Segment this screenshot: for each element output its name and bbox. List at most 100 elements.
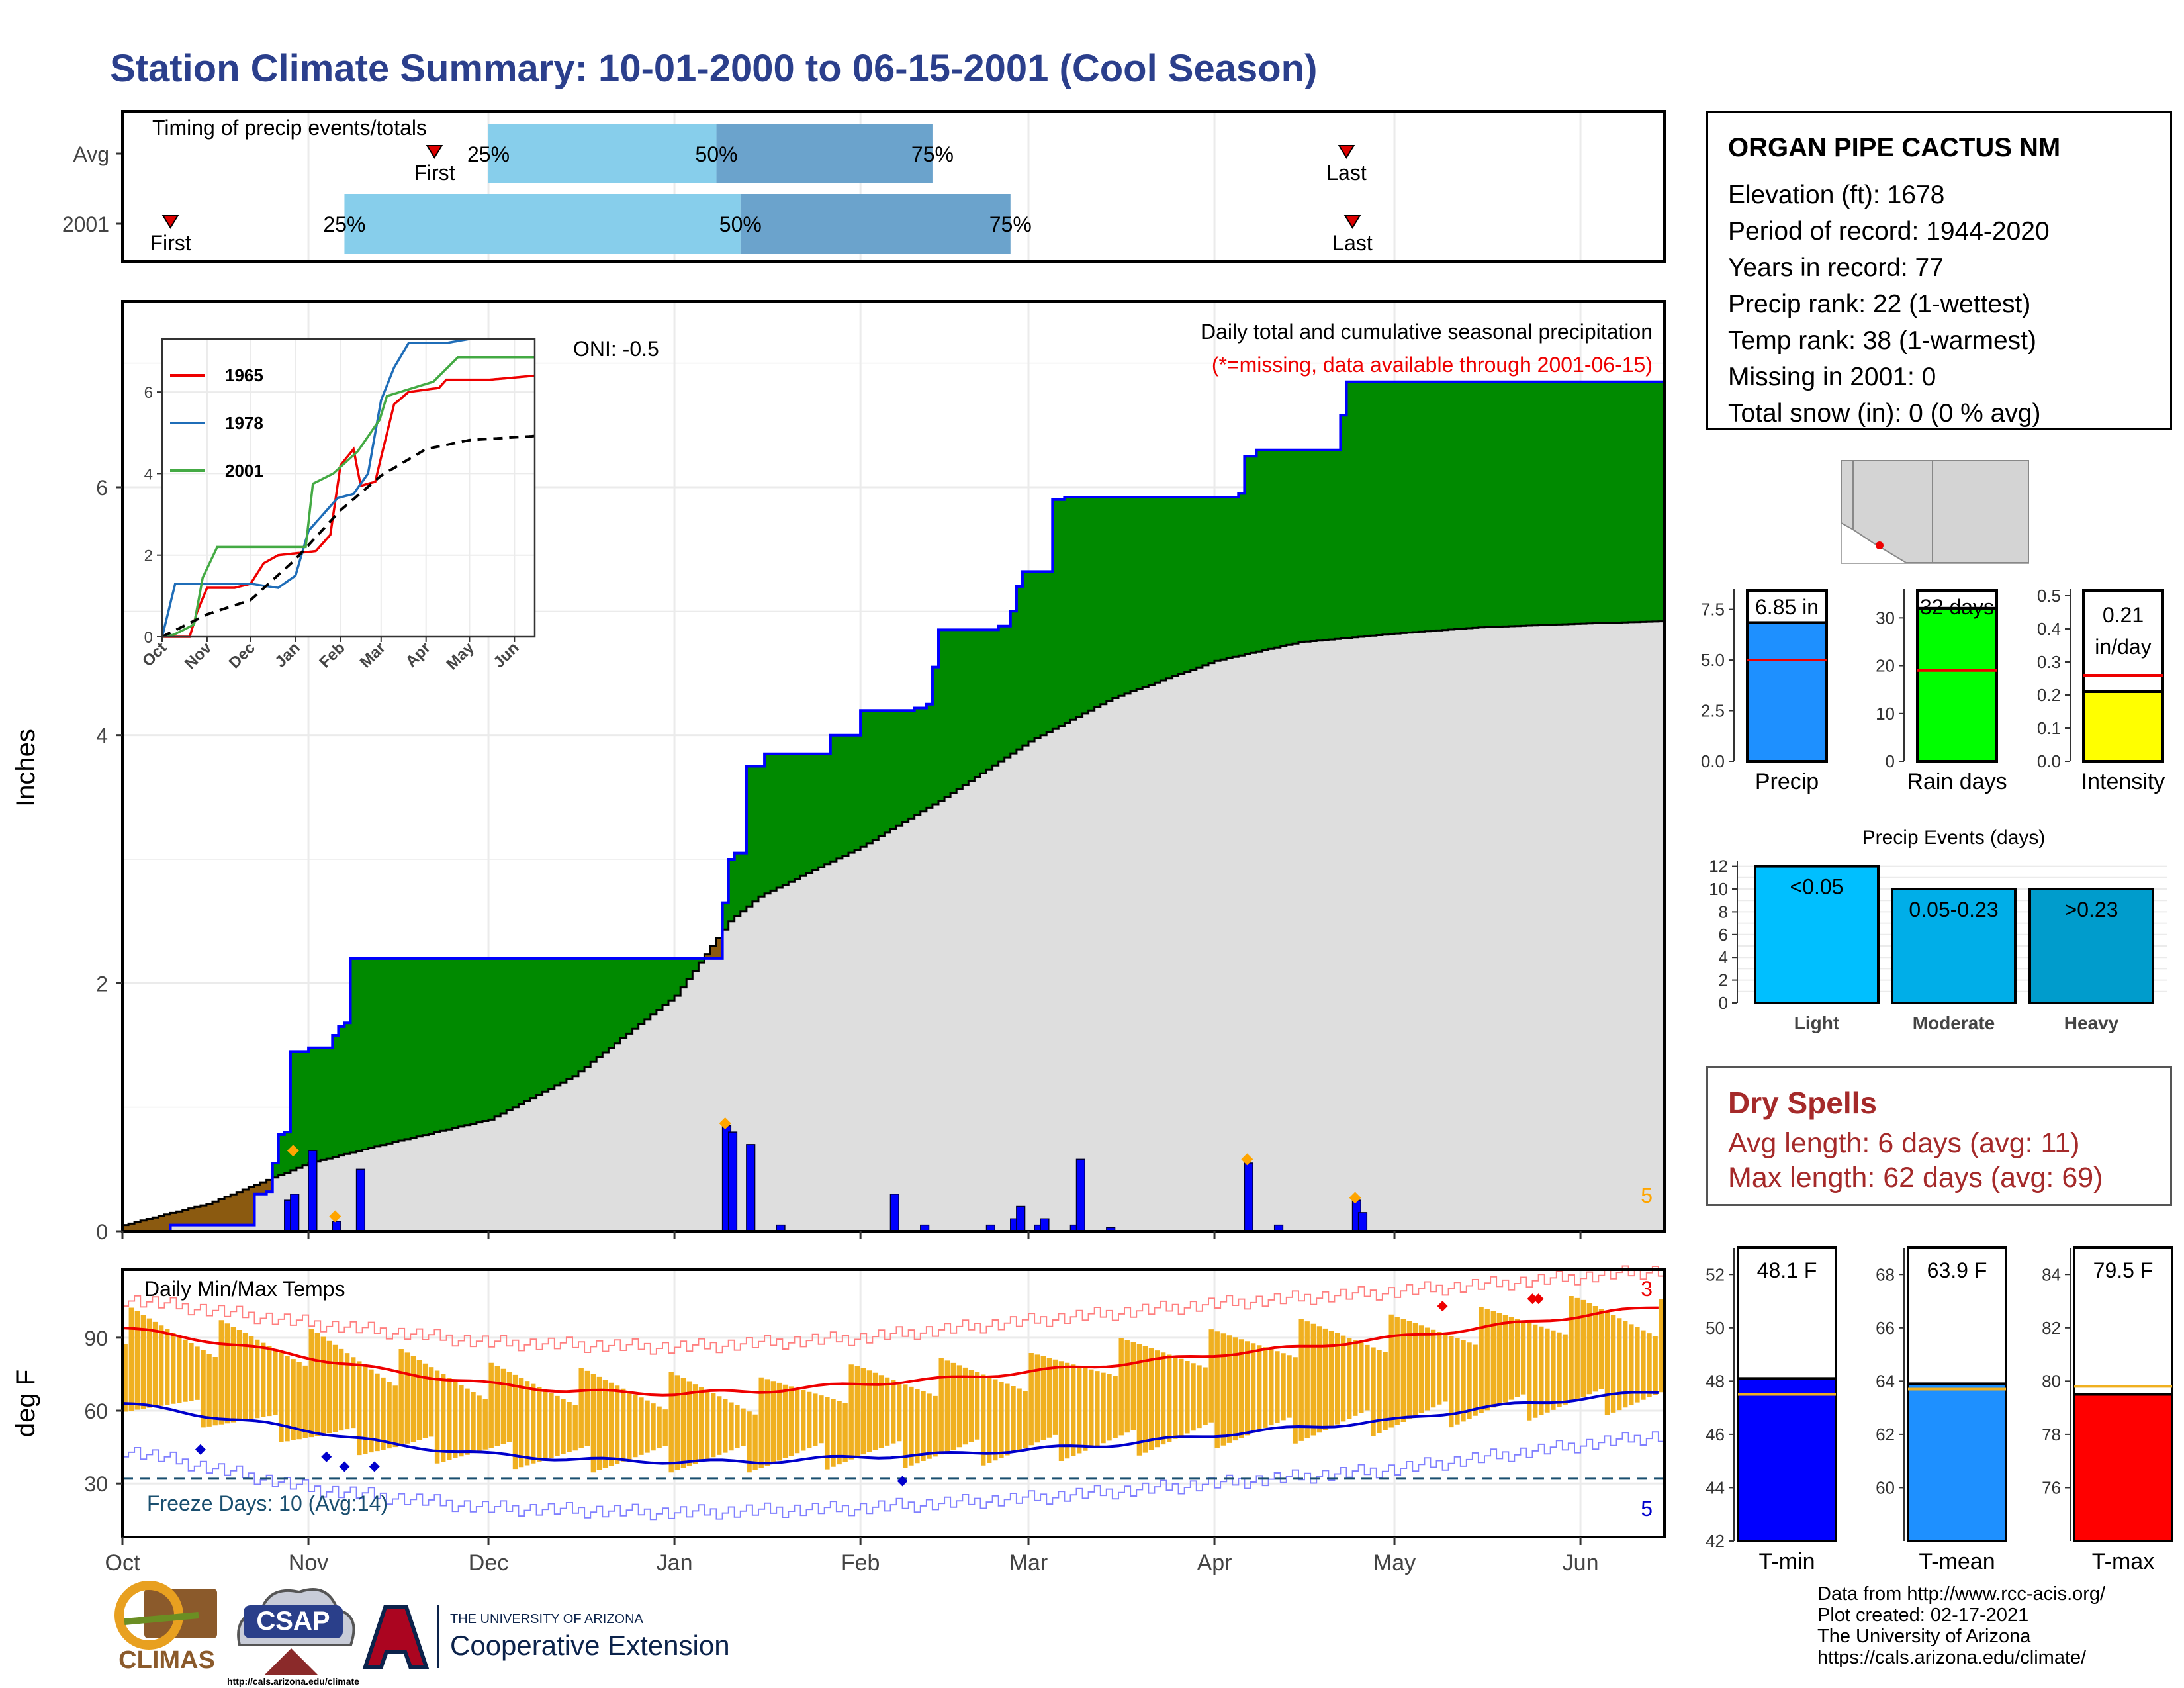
missing-marker bbox=[329, 1210, 341, 1223]
station-info-line: Temp rank: 38 (1-warmest) bbox=[1728, 326, 2036, 355]
temps-frame bbox=[121, 1268, 1666, 1538]
temps-title: Daily Min/Max Temps bbox=[144, 1277, 345, 1301]
season-ytick-label: 30 bbox=[1876, 608, 1895, 628]
season-value-label: 6.85 in bbox=[1755, 595, 1819, 619]
cumulative-ytick-label: 6 bbox=[96, 476, 108, 500]
cumulative-ylabel: Inches bbox=[11, 729, 40, 807]
cumulative-ytick-label: 4 bbox=[96, 724, 108, 748]
temperature-chart: Daily Min/Max Temps Freeze Days: 10 (Avg:… bbox=[11, 1265, 1666, 1575]
daily-precip-bar bbox=[727, 1131, 738, 1232]
station-info-line: Years in record: 77 bbox=[1728, 254, 1944, 282]
station-info-box: ORGAN PIPE CACTUS NM Elevation (ft): 167… bbox=[1706, 111, 2172, 430]
temps-xtick-label: Jan bbox=[657, 1550, 693, 1575]
credit-line: The University of Arizona bbox=[1817, 1626, 2031, 1647]
credit-line: Plot created: 02-17-2021 bbox=[1817, 1605, 2029, 1626]
dry-spells-box: Dry Spells Avg length: 6 days (avg: 11) … bbox=[1706, 1066, 2172, 1206]
station-info-line: Precip rank: 22 (1-wettest) bbox=[1728, 290, 2031, 318]
daily-precip-bar bbox=[1075, 1158, 1085, 1232]
record-high-marker bbox=[1437, 1301, 1448, 1312]
timing-last-label: Last bbox=[1332, 231, 1373, 255]
map-new-mexico bbox=[1932, 460, 2029, 563]
freeze-days-label: Freeze Days: 10 (Avg:14) bbox=[147, 1491, 388, 1515]
season-ytick-label: 7.5 bbox=[1701, 600, 1725, 620]
season-ytick-label: 0.2 bbox=[2037, 685, 2061, 705]
season-panel-label: Intensity bbox=[2081, 769, 2165, 794]
events-title: Precip Events (days) bbox=[1862, 827, 2046, 849]
station-name: ORGAN PIPE CACTUS NM bbox=[1728, 133, 2061, 162]
timing-bar-upper bbox=[716, 124, 933, 183]
temps-corner-high: 3 bbox=[1641, 1277, 1653, 1301]
inset-ytick-label: 4 bbox=[144, 465, 153, 483]
events-ytick-label: 2 bbox=[1719, 970, 1728, 990]
cumulative-precip-chart: 5 Daily total and cumulative seasonal pre… bbox=[11, 300, 1666, 1244]
station-info-line: Elevation (ft): 1678 bbox=[1728, 181, 1945, 209]
tmean-ytick-label: 64 bbox=[1876, 1371, 1895, 1391]
tmean-panel-label: T-mean bbox=[1919, 1549, 1995, 1574]
events-category-label: Light bbox=[1794, 1013, 1839, 1033]
temps-xtick-label: Mar bbox=[1009, 1550, 1048, 1575]
page-title: Station Climate Summary: 10-01-2000 to 0… bbox=[110, 47, 1318, 90]
inset-series-line bbox=[162, 374, 535, 638]
credit-line: Data from http://www.rcc-acis.org/ bbox=[1817, 1583, 2106, 1605]
tmean-ytick-label: 76 bbox=[2042, 1477, 2061, 1497]
tmean-ytick-label: 44 bbox=[1706, 1477, 1725, 1497]
timing-q25-label: 25% bbox=[467, 142, 510, 166]
timing-first-label: First bbox=[150, 231, 191, 255]
events-category-label: Moderate bbox=[1913, 1013, 1995, 1033]
record-low-marker bbox=[321, 1451, 332, 1462]
daily-precip-bar bbox=[1244, 1162, 1253, 1232]
daily-precip-bar bbox=[1040, 1218, 1050, 1232]
events-value-label: <0.05 bbox=[1790, 875, 1844, 899]
daily-precip-bar bbox=[746, 1144, 756, 1232]
season-ytick-label: 10 bbox=[1876, 704, 1895, 724]
credits: Data from http://www.rcc-acis.org/ Plot … bbox=[1817, 1583, 2105, 1668]
tmax-avg-line bbox=[122, 1306, 1659, 1397]
climas-logo-text: CLIMAS bbox=[118, 1646, 215, 1674]
events-bar bbox=[2028, 888, 2154, 1004]
daily-precip-bar bbox=[332, 1221, 341, 1232]
location-map bbox=[1841, 460, 2029, 564]
timing-frame bbox=[121, 110, 1666, 263]
events-bar bbox=[1891, 888, 2017, 1004]
map-california bbox=[1841, 460, 1854, 531]
timing-q75-label: 75% bbox=[989, 212, 1032, 236]
inset-legend-label: 1978 bbox=[225, 413, 263, 433]
daily-precip-bar bbox=[355, 1168, 366, 1232]
season-total-frame bbox=[2082, 589, 2164, 693]
season-ytick-label: 20 bbox=[1876, 656, 1895, 676]
cumulative-corner-count: 5 bbox=[1641, 1184, 1653, 1207]
season-ytick-label: 0.0 bbox=[2037, 751, 2061, 771]
tmean-panel-label: T-max bbox=[2092, 1549, 2154, 1574]
inset-series-line bbox=[161, 434, 535, 638]
season-ytick-label: 0.0 bbox=[1701, 751, 1725, 771]
missing-marker bbox=[287, 1145, 299, 1157]
timing-bar-lower bbox=[344, 194, 741, 254]
dry-spells-avg: Avg length: 6 days (avg: 11) bbox=[1728, 1127, 2080, 1159]
timing-bar-lower bbox=[488, 124, 717, 183]
timing-q50-label: 50% bbox=[719, 212, 762, 236]
temps-xtick-label: Apr bbox=[1197, 1550, 1232, 1575]
cumulative-ytick-label: 2 bbox=[96, 972, 108, 996]
season-total-bar bbox=[1746, 621, 1828, 763]
missing-marker bbox=[719, 1117, 731, 1130]
inset-ytick-label: 0 bbox=[144, 629, 153, 647]
events-bar bbox=[1754, 865, 1880, 1004]
record-low-marker bbox=[369, 1461, 380, 1472]
events-ytick-label: 12 bbox=[1709, 857, 1728, 876]
normal-line bbox=[122, 620, 1664, 1227]
timing-first-marker bbox=[426, 145, 443, 159]
timing-chart: 25% 50% 75% First Last Avg 25% 50% 75% First Last 2… bbox=[62, 110, 1666, 263]
tmean-ytick-label: 62 bbox=[1876, 1425, 1895, 1444]
events-ytick-label: 8 bbox=[1719, 902, 1728, 921]
tmean-ytick-label: 42 bbox=[1706, 1531, 1725, 1551]
timing-row-label: 2001 bbox=[62, 212, 109, 236]
season-value-label: 0.21 bbox=[2103, 603, 2144, 627]
timing-last-marker bbox=[1343, 215, 1361, 229]
season-ytick-label: 0.4 bbox=[2037, 619, 2061, 639]
season-ytick-label: 0.5 bbox=[2037, 586, 2061, 606]
timing-last-label: Last bbox=[1326, 161, 1367, 185]
missing-marker bbox=[1349, 1192, 1361, 1204]
daily-precip-bar bbox=[1016, 1205, 1026, 1232]
timing-q50-label: 50% bbox=[696, 142, 738, 166]
